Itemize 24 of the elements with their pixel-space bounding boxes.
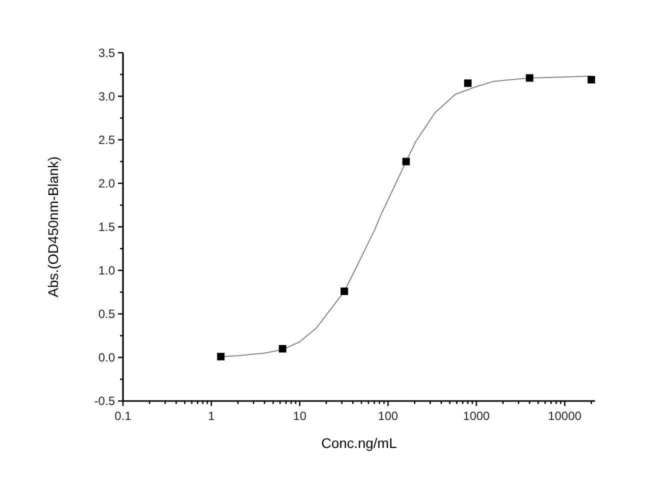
y-tick-label: 2.5 [98,132,116,147]
y-tick-label: 2.0 [98,176,116,191]
point [526,74,534,82]
point [402,158,410,166]
x-axis-title: Conc.ng/mL [321,435,397,451]
y-tick-label: 0.5 [98,307,116,322]
point [278,345,286,352]
y-tick-label: 3.5 [98,46,116,60]
y-tick-label: 1.5 [98,220,116,234]
x-tick-label: 10000 [548,409,582,423]
point [340,288,348,296]
y-tick-label: 0.0 [98,350,116,365]
point [464,79,472,87]
y-tick-label: 1.0 [98,264,116,278]
y-tick-label: 3.0 [98,89,116,104]
y-axis-title: Abs.(OD450nm-Blank) [45,156,61,298]
point [588,76,596,84]
x-tick-label: 1000 [463,409,490,423]
x-tick-label: 0.1 [114,409,132,423]
x-tick-label: 10 [293,409,307,423]
x-tick-label: 1 [208,409,216,423]
y-tick-label: -0.5 [94,394,116,408]
x-tick-label: 100 [378,409,398,423]
point [217,352,225,360]
